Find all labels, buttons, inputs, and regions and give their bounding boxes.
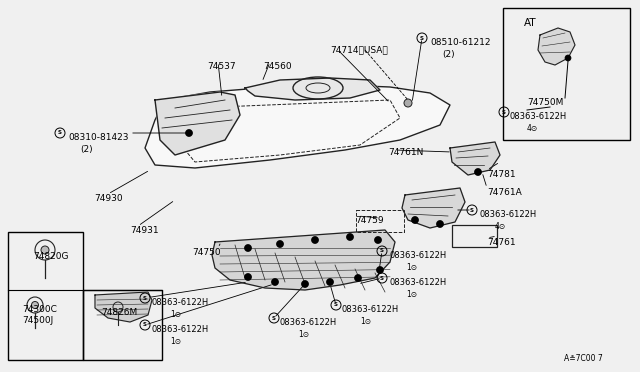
Polygon shape — [95, 292, 152, 322]
Text: S: S — [143, 295, 147, 301]
Circle shape — [271, 279, 278, 285]
Circle shape — [326, 279, 333, 285]
Polygon shape — [245, 78, 380, 100]
Text: S: S — [470, 208, 474, 212]
Text: S: S — [272, 315, 276, 321]
Text: S: S — [420, 35, 424, 41]
Circle shape — [186, 129, 193, 137]
Circle shape — [31, 301, 38, 308]
Text: S: S — [380, 248, 384, 253]
Circle shape — [374, 237, 381, 244]
Circle shape — [436, 221, 444, 228]
Text: 74761N: 74761N — [388, 148, 424, 157]
Circle shape — [565, 55, 571, 61]
Circle shape — [244, 273, 252, 280]
Circle shape — [346, 234, 353, 241]
Text: 74300C: 74300C — [22, 305, 57, 314]
Circle shape — [412, 217, 419, 224]
Text: A≗7C00 7: A≗7C00 7 — [564, 354, 603, 363]
Text: 08363-6122H: 08363-6122H — [389, 278, 446, 287]
Circle shape — [312, 237, 319, 244]
Polygon shape — [212, 230, 395, 290]
Text: S: S — [380, 276, 384, 280]
Text: S: S — [58, 131, 62, 135]
Text: 08363-6122H: 08363-6122H — [152, 325, 209, 334]
Text: S: S — [334, 302, 338, 308]
Text: 08363-6122H: 08363-6122H — [152, 298, 209, 307]
Circle shape — [355, 275, 362, 282]
Text: 74826M: 74826M — [101, 308, 137, 317]
Text: 74560: 74560 — [263, 62, 292, 71]
Text: 74759: 74759 — [355, 216, 383, 225]
Bar — [8, 232, 83, 360]
Polygon shape — [538, 28, 575, 65]
Text: 4⊙: 4⊙ — [527, 124, 538, 133]
Circle shape — [404, 99, 412, 107]
Bar — [83, 290, 162, 360]
Text: S: S — [502, 109, 506, 115]
Text: 08310-81423: 08310-81423 — [68, 133, 129, 142]
Bar — [503, 8, 630, 140]
Text: 1⊙: 1⊙ — [170, 337, 181, 346]
Text: 08363-6122H: 08363-6122H — [389, 251, 446, 260]
Text: AT: AT — [524, 18, 536, 28]
Circle shape — [41, 246, 49, 254]
Text: 1⊙: 1⊙ — [406, 290, 417, 299]
Circle shape — [376, 266, 383, 273]
Text: 08363-6122H: 08363-6122H — [510, 112, 567, 121]
Text: (2): (2) — [80, 145, 93, 154]
Text: 4⊙: 4⊙ — [495, 222, 506, 231]
Text: 74750: 74750 — [192, 248, 221, 257]
Polygon shape — [155, 92, 240, 155]
Text: 74820G: 74820G — [33, 252, 68, 261]
Text: 74930: 74930 — [94, 194, 123, 203]
Text: 74931: 74931 — [130, 226, 159, 235]
Text: 1⊙: 1⊙ — [170, 310, 181, 319]
Text: S: S — [143, 323, 147, 327]
Text: 74714〈USA〉: 74714〈USA〉 — [330, 45, 388, 54]
Bar — [452, 225, 497, 247]
Text: 74761A: 74761A — [487, 188, 522, 197]
Text: 74750M: 74750M — [527, 98, 563, 107]
Polygon shape — [450, 142, 500, 175]
Circle shape — [301, 280, 308, 288]
Text: 74537: 74537 — [207, 62, 236, 71]
Text: 08363-6122H: 08363-6122H — [479, 210, 536, 219]
Text: 1⊙: 1⊙ — [360, 317, 371, 326]
Text: 1⊙: 1⊙ — [298, 330, 309, 339]
Text: (2): (2) — [442, 50, 454, 59]
Text: 1⊙: 1⊙ — [406, 263, 417, 272]
Text: 74500J: 74500J — [22, 316, 53, 325]
Polygon shape — [402, 188, 465, 228]
Text: 08363-6122H: 08363-6122H — [280, 318, 337, 327]
Circle shape — [474, 169, 481, 176]
Text: 08510-61212: 08510-61212 — [430, 38, 490, 47]
Text: 08363-6122H: 08363-6122H — [342, 305, 399, 314]
Bar — [356, 210, 404, 232]
Text: 74781: 74781 — [487, 170, 516, 179]
Polygon shape — [145, 85, 450, 168]
Circle shape — [276, 241, 284, 247]
Text: 74761: 74761 — [487, 238, 516, 247]
Circle shape — [244, 244, 252, 251]
